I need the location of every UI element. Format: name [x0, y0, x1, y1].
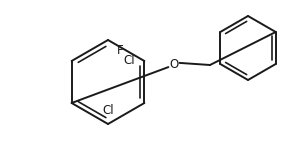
Text: Cl: Cl: [102, 105, 114, 117]
Text: Cl: Cl: [123, 55, 135, 67]
Text: F: F: [117, 43, 123, 57]
Text: O: O: [169, 59, 178, 71]
